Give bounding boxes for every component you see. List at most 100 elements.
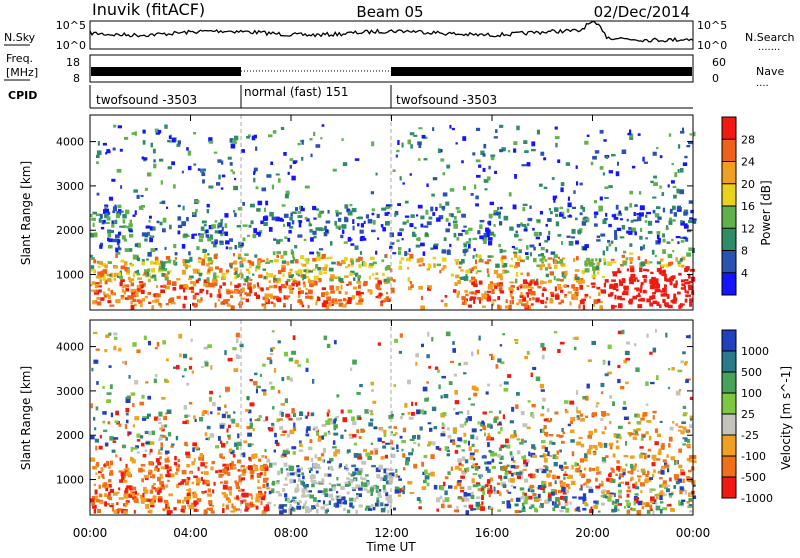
heatmap-cell <box>476 270 482 273</box>
heatmap-cell <box>292 281 298 284</box>
heatmap-cell <box>301 481 306 486</box>
heatmap-cell <box>317 490 323 493</box>
heatmap-cell <box>445 201 450 206</box>
heatmap-cell <box>347 480 352 486</box>
heatmap-cell <box>156 220 160 224</box>
heatmap-cell <box>611 508 616 513</box>
heatmap-cell <box>285 450 290 455</box>
heatmap-cell <box>656 234 660 240</box>
heatmap-cell <box>346 299 352 304</box>
heatmap-cell <box>478 280 483 285</box>
heatmap-cell <box>156 467 160 472</box>
heatmap-cell <box>313 426 318 429</box>
heatmap-cell <box>165 303 169 306</box>
heatmap-cell <box>264 207 267 212</box>
heatmap-cell <box>472 484 478 488</box>
heatmap-cell <box>571 228 576 234</box>
heatmap-cell <box>516 125 520 131</box>
heatmap-cell <box>230 169 234 172</box>
heatmap-cell <box>507 491 512 494</box>
heatmap-cell <box>669 277 674 281</box>
heatmap-cell <box>617 364 621 369</box>
heatmap-cell <box>502 414 505 420</box>
heatmap-cell <box>266 501 272 505</box>
heatmap-cell <box>464 421 467 426</box>
heatmap-cell <box>548 434 554 437</box>
heatmap-cell <box>289 503 292 509</box>
heatmap-cell <box>603 442 608 448</box>
heatmap-cell <box>471 351 474 357</box>
heatmap-cell <box>103 493 108 498</box>
heatmap-cell <box>544 447 548 452</box>
heatmap-cell <box>153 416 159 421</box>
heatmap-cell <box>204 465 208 469</box>
heatmap-cell <box>499 284 503 287</box>
heatmap-cell <box>276 251 281 255</box>
heatmap-cell <box>152 274 157 278</box>
heatmap-cell <box>543 425 547 430</box>
heatmap-cell <box>197 277 201 281</box>
heatmap-cell <box>418 264 422 267</box>
heatmap-cell <box>486 479 491 484</box>
heatmap-cell <box>510 257 513 261</box>
heatmap-cell <box>370 491 373 496</box>
heatmap-cell <box>159 427 163 431</box>
heatmap-cell <box>460 475 465 479</box>
heatmap-cell <box>649 302 654 307</box>
heatmap-cell <box>230 143 236 149</box>
heatmap-cell <box>310 478 313 483</box>
heatmap-cell <box>609 445 613 450</box>
heatmap-cell <box>293 500 296 503</box>
heatmap-cell <box>623 400 626 405</box>
heatmap-cell <box>385 221 390 226</box>
heatmap-cell <box>565 410 569 414</box>
heatmap-cell <box>540 503 544 508</box>
heatmap-cell <box>500 361 505 365</box>
heatmap-cell <box>151 300 155 303</box>
heatmap-cell <box>516 471 521 476</box>
heatmap-cell <box>474 466 479 471</box>
heatmap-cell <box>385 496 390 501</box>
heatmap-cell <box>322 492 326 495</box>
heatmap-cell <box>183 284 188 288</box>
heatmap-cell <box>316 251 319 254</box>
heatmap-cell <box>100 474 105 477</box>
heatmap-cell <box>623 416 629 420</box>
heatmap-cell <box>321 292 325 297</box>
heatmap-cell <box>169 468 172 472</box>
heatmap-cell <box>325 292 330 295</box>
heatmap-cell <box>129 219 132 225</box>
heatmap-cell <box>242 257 246 261</box>
heatmap-cell <box>447 504 452 508</box>
heatmap-cell <box>283 305 286 308</box>
heatmap-cell <box>258 458 262 462</box>
heatmap-cell <box>269 462 273 468</box>
heatmap-cell <box>601 431 605 435</box>
heatmap-cell <box>198 257 202 260</box>
heatmap-cell <box>279 410 283 416</box>
heatmap-cell <box>258 230 263 234</box>
heatmap-cell <box>357 223 360 227</box>
heatmap-cell <box>443 394 449 399</box>
heatmap-cell <box>420 223 424 228</box>
heatmap-cell <box>367 482 370 486</box>
heatmap-cell <box>447 427 450 431</box>
heatmap-cell <box>659 155 663 159</box>
heatmap-cell <box>526 292 530 295</box>
heatmap-cell <box>266 257 269 262</box>
heatmap-cell <box>567 196 570 201</box>
heatmap-cell <box>350 473 354 477</box>
heatmap-cell <box>220 218 223 223</box>
heatmap-cell <box>183 368 187 372</box>
heatmap-cell <box>458 462 462 466</box>
heatmap-cell <box>687 284 693 288</box>
heatmap-cell <box>170 445 174 448</box>
heatmap-cell <box>387 498 393 504</box>
heatmap-cell <box>151 485 155 490</box>
heatmap-cell <box>305 367 309 372</box>
heatmap-cell <box>255 493 259 498</box>
heatmap-cell <box>320 453 325 457</box>
heatmap-cell <box>227 472 231 477</box>
heatmap-cell <box>132 298 137 303</box>
heatmap-cell <box>203 509 208 515</box>
